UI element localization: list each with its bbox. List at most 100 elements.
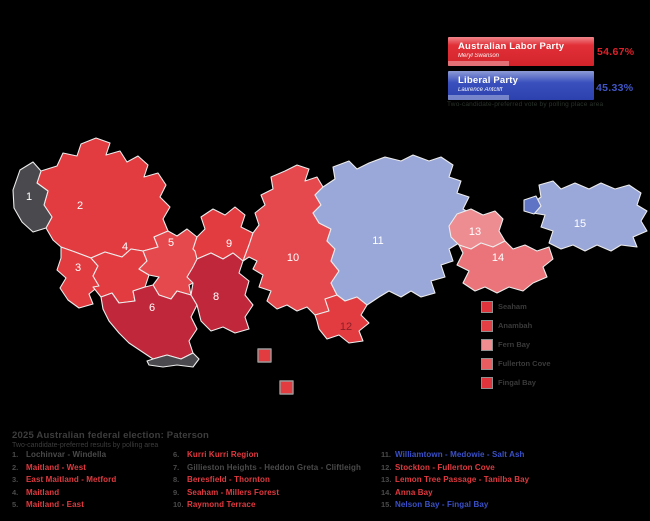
locality-column-3: 11. Williamtown - Medowie - Salt Ash 12. S… (381, 450, 631, 513)
mini-legend-row: Fullerton Cove (481, 354, 551, 373)
locality-name: East Maitland - Metford (26, 475, 117, 485)
locality-name: Maitland - West (26, 462, 87, 472)
labor-candidate-name: Meryl Swanson (458, 53, 500, 59)
mini-legend-row: Anambah (481, 316, 551, 335)
locality-name: Beresfield - Thornton (187, 475, 270, 485)
locality-item: 12. Stockton - Fullerton Cove (381, 463, 631, 476)
liberal-percentage: 45.33% (596, 82, 634, 94)
locality-number: 6. (173, 450, 180, 459)
district-11 (312, 154, 474, 306)
locality-name: Maitland (26, 487, 60, 497)
locality-column-1: 1. Lochinvar - Windella 2. Maitland - West… (12, 450, 170, 513)
mini-legend: Seaham Anambah Fern Bay Fullerton Cove F… (481, 297, 551, 392)
labor-party-name: Australian Labor Party (458, 41, 565, 52)
legend-box-labor: Australian Labor Party Meryl Swanson (448, 37, 594, 66)
locality-number: 5. (12, 500, 19, 510)
locality-name: Maitland - East (26, 500, 84, 510)
locality-name: Williamtown - Medowie - Salt Ash (395, 450, 525, 459)
map-marker-square-2 (279, 380, 294, 395)
locality-item: 1. Lochinvar - Windella (12, 450, 170, 463)
district-7 (146, 352, 200, 368)
red-swatch (481, 338, 493, 351)
district-label-10: 10 (287, 252, 299, 264)
district-6 (100, 284, 198, 360)
district-9 (192, 206, 254, 262)
locality-item: 11. Williamtown - Medowie - Salt Ash (381, 450, 631, 463)
legend-caption: Two-candidate-preferred vote by polling … (447, 101, 604, 108)
mini-legend-label: Fullerton Cove (498, 359, 551, 368)
district-15-dark-patch (523, 195, 542, 215)
locality-item: 5. Maitland - East (12, 500, 170, 513)
locality-name: Raymond Terrace (187, 500, 256, 510)
locality-number: 2. (12, 462, 19, 472)
red-swatch (481, 376, 493, 389)
locality-item: 6. Kurri Kurri Region (173, 450, 377, 463)
legend-box-liberal: Liberal Party Laurence Antcliff (448, 71, 594, 100)
locality-column-2: 6. Kurri Kurri Region 7. Gillieston Height… (173, 450, 377, 513)
locality-name: Nelson Bay - Fingal Bay (395, 500, 489, 510)
locality-item: 10. Raymond Terrace (173, 500, 377, 513)
district-label-3: 3 (75, 262, 81, 274)
locality-number: 9. (173, 487, 180, 497)
locality-item: 8. Beresfield - Thornton (173, 475, 377, 488)
locality-item: 14. Anna Bay (381, 488, 631, 501)
map-marker-square-1 (257, 348, 272, 363)
locality-name: Kurri Kurri Region (187, 450, 259, 459)
liberal-party-name: Liberal Party (458, 75, 519, 86)
mini-legend-label: Fingal Bay (498, 378, 536, 387)
locality-number: 11. (381, 450, 392, 459)
election-map: 1 2 3 4 5 6 8 9 10 11 12 13 14 15 (12, 137, 648, 395)
district-label-5: 5 (168, 237, 174, 249)
district-label-2: 2 (77, 200, 83, 212)
district-label-14: 14 (492, 252, 504, 264)
red-swatch (481, 300, 493, 313)
locality-number: 1. (12, 450, 19, 459)
locality-number: 7. (173, 462, 180, 472)
mini-legend-row: Fern Bay (481, 335, 551, 354)
mini-legend-row: Fingal Bay (481, 373, 551, 392)
district-label-15: 15 (574, 218, 586, 230)
locality-number: 13. (381, 475, 392, 485)
mini-legend-label: Anambah (498, 321, 533, 330)
labor-percentage: 54.67% (597, 46, 635, 58)
locality-number: 14. (381, 487, 392, 497)
liberal-candidate-name: Laurence Antcliff (458, 87, 503, 93)
district-label-12: 12 (340, 321, 352, 333)
locality-item: 7. Gillieston Heights - Heddon Greta - Cl… (173, 463, 377, 476)
locality-number: 12. (381, 462, 392, 472)
locality-item: 2. Maitland - West (12, 463, 170, 476)
locality-number: 3. (12, 475, 19, 485)
district-label-8: 8 (213, 291, 219, 303)
district-label-1: 1 (26, 191, 32, 203)
locality-name: Seaham - Millers Forest (187, 487, 280, 497)
district-2 (36, 137, 171, 259)
locality-number: 8. (173, 475, 180, 485)
locality-name: Lochinvar - Windella (26, 450, 107, 459)
map-title: 2025 Australian federal election: Paters… (12, 430, 210, 441)
district-12 (314, 294, 370, 344)
legend-box-highlight (448, 61, 510, 66)
mini-legend-label: Seaham (498, 302, 527, 311)
district-14 (456, 240, 554, 294)
legend-box-highlight (448, 95, 510, 100)
district-label-11: 11 (372, 235, 383, 247)
locality-item: 3. East Maitland - Metford (12, 475, 170, 488)
red-swatch (481, 357, 493, 370)
locality-item: 13. Lemon Tree Passage - Tanilba Bay (381, 475, 631, 488)
district-15 (528, 180, 648, 252)
locality-name: Anna Bay (395, 487, 433, 497)
red-swatch (481, 319, 493, 332)
mini-legend-label: Fern Bay (498, 340, 531, 349)
locality-name: Stockton - Fullerton Cove (395, 462, 495, 472)
locality-number: 4. (12, 487, 19, 497)
district-label-6: 6 (149, 302, 155, 314)
map-subtitle: Two-candidate-preferred results by polli… (12, 442, 159, 449)
mini-legend-row: Seaham (481, 297, 551, 316)
locality-number: 10. (173, 500, 184, 510)
district-label-4: 4 (122, 241, 128, 253)
locality-item: 4. Maitland (12, 488, 170, 501)
locality-name: Gillieston Heights - Heddon Greta - Clif… (187, 462, 361, 472)
locality-item: 15. Nelson Bay - Fingal Bay (381, 500, 631, 513)
district-8 (186, 252, 254, 334)
locality-item: 9. Seaham - Millers Forest (173, 488, 377, 501)
